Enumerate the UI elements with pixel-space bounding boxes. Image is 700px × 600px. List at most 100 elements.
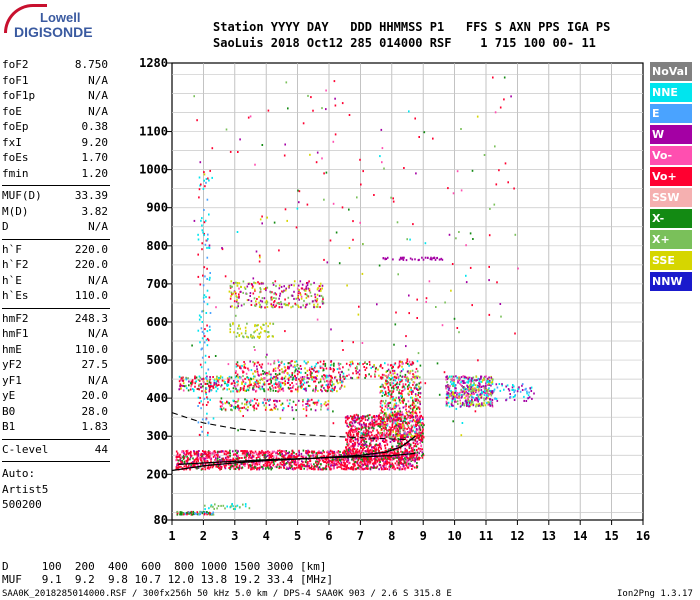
echo-point — [282, 291, 284, 294]
echo-point — [450, 394, 453, 397]
echo-point — [376, 456, 379, 459]
echo-point — [419, 396, 421, 398]
echo-point — [385, 424, 388, 427]
echo-point — [363, 421, 365, 424]
echo-point — [387, 385, 389, 388]
echo-point — [182, 389, 185, 392]
echo-point — [302, 383, 305, 386]
echo-point — [325, 376, 328, 379]
echo-point — [380, 447, 382, 450]
echo-point — [181, 450, 184, 452]
echo-point — [417, 417, 420, 420]
echo-point — [322, 298, 324, 301]
echo-point — [356, 460, 359, 463]
echo-point — [244, 377, 246, 380]
echo-point — [374, 375, 376, 378]
echo-point — [260, 327, 263, 330]
echo-point — [235, 370, 237, 373]
echo-point — [283, 464, 286, 467]
echo-point — [410, 415, 413, 418]
echo-point — [261, 385, 264, 388]
echo-point — [404, 461, 406, 464]
echo-point — [238, 390, 240, 393]
echo-point — [356, 467, 358, 470]
echo-point — [318, 460, 320, 463]
echo-point — [301, 376, 304, 378]
echo-point — [352, 435, 355, 438]
echo-point — [238, 408, 240, 411]
echo-point — [412, 383, 414, 386]
echo-point — [235, 335, 238, 338]
echo-point — [237, 380, 239, 383]
echo-point — [386, 453, 389, 456]
echo-point — [330, 389, 332, 392]
echo-point — [216, 457, 219, 460]
echo-point — [225, 450, 228, 453]
echo-point — [415, 425, 417, 427]
echo-point — [386, 403, 388, 406]
echo-point — [362, 445, 364, 448]
header-line-2: SaoLuis 2018 Oct12 285 014000 RSF 1 715 … — [213, 36, 596, 50]
echo-point — [202, 377, 205, 380]
echo-point — [465, 401, 468, 404]
echo-point — [175, 459, 177, 462]
echo-point — [318, 294, 321, 297]
echo-point — [263, 388, 265, 391]
echo-point — [237, 389, 239, 392]
echo-point — [191, 379, 194, 382]
echo-point — [345, 431, 348, 434]
echo-point — [375, 423, 377, 426]
echo-point — [346, 441, 349, 444]
echo-point — [412, 406, 415, 409]
echo-point — [265, 301, 267, 304]
echo-point — [351, 449, 354, 452]
echo-point — [388, 454, 391, 456]
echo-point — [369, 442, 371, 445]
echo-point — [462, 401, 464, 404]
echo-point — [390, 395, 393, 398]
echo-point — [369, 426, 371, 429]
echo-point — [530, 386, 533, 389]
echo-point — [400, 417, 403, 420]
echo-point — [229, 464, 232, 467]
echo-point — [377, 416, 380, 418]
echo-point — [481, 390, 483, 393]
echo-point — [269, 409, 271, 411]
echo-point — [337, 460, 340, 463]
echo-point — [264, 372, 267, 375]
echo-point — [204, 463, 207, 465]
echo-point — [283, 383, 286, 386]
param-row: foF1 N/A — [2, 74, 108, 88]
param-row: fmin 1.20 — [2, 167, 108, 181]
echo-point — [408, 390, 411, 393]
echo-point — [230, 376, 233, 379]
echo-point — [391, 439, 394, 442]
echo-point — [354, 442, 356, 445]
echo-point — [206, 467, 209, 470]
echo-point — [200, 459, 203, 462]
echo-point — [418, 385, 420, 388]
echo-point — [370, 457, 373, 460]
echo-point — [342, 458, 344, 461]
echo-point — [449, 395, 451, 398]
echo-point — [258, 332, 261, 335]
echo-point — [206, 375, 208, 378]
echo-point — [302, 408, 305, 410]
echo-point — [491, 382, 494, 385]
echo-point — [409, 257, 412, 260]
echo-point — [369, 423, 372, 426]
echo-point — [407, 466, 410, 469]
echo-point — [419, 442, 421, 444]
echo-point — [258, 336, 260, 339]
echo-point — [280, 403, 282, 406]
echo-point — [480, 405, 482, 408]
echo-point — [267, 325, 269, 328]
echo-point — [306, 369, 309, 372]
echo-point — [458, 393, 460, 396]
echo-point — [209, 376, 211, 378]
echo-point — [396, 413, 398, 416]
echo-point — [213, 451, 215, 454]
echo-point — [357, 415, 359, 418]
echo-point — [253, 385, 255, 388]
echo-point — [361, 463, 363, 466]
